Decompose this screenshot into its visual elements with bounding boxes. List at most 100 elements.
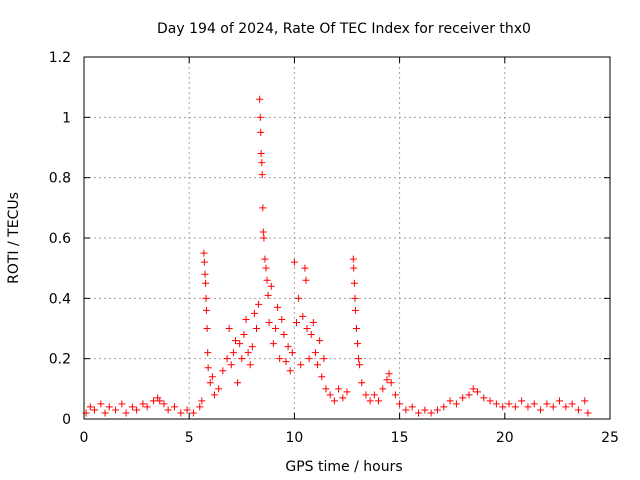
data-point xyxy=(511,403,519,411)
data-point xyxy=(330,397,338,405)
data-point xyxy=(383,376,391,384)
data-point xyxy=(274,303,282,311)
data-point xyxy=(112,406,120,414)
data-point xyxy=(183,406,191,414)
data-point xyxy=(170,403,178,411)
data-point xyxy=(105,403,113,411)
data-points xyxy=(82,95,592,417)
data-point xyxy=(164,406,172,414)
data-point xyxy=(391,391,399,399)
data-point xyxy=(203,325,211,332)
data-point xyxy=(335,385,343,393)
data-point xyxy=(293,318,301,326)
data-point xyxy=(556,397,564,405)
data-point xyxy=(259,228,267,236)
data-point xyxy=(459,394,467,402)
data-point xyxy=(200,249,208,257)
data-point xyxy=(543,400,551,408)
data-point xyxy=(524,403,532,411)
data-point xyxy=(227,361,235,369)
data-point xyxy=(264,291,272,299)
data-point xyxy=(258,171,266,179)
data-point xyxy=(351,306,359,314)
data-point xyxy=(258,159,266,167)
data-point xyxy=(240,331,248,339)
x-tick-label: 15 xyxy=(391,430,409,446)
data-point xyxy=(244,349,252,357)
data-point xyxy=(265,318,273,326)
data-point xyxy=(362,391,370,399)
data-point xyxy=(318,373,326,381)
data-point xyxy=(282,358,290,366)
data-point xyxy=(225,325,233,332)
data-point xyxy=(350,279,358,287)
data-point xyxy=(271,325,279,332)
data-point xyxy=(257,150,265,158)
data-point xyxy=(234,379,242,387)
data-point xyxy=(278,315,286,323)
data-point xyxy=(290,258,298,266)
data-point xyxy=(375,397,383,405)
data-point xyxy=(259,204,267,212)
data-point xyxy=(256,113,264,121)
data-point xyxy=(189,409,197,417)
data-point xyxy=(309,318,317,326)
data-point xyxy=(219,367,227,375)
data-point xyxy=(408,403,416,411)
data-point xyxy=(505,400,513,408)
data-point xyxy=(343,388,351,396)
data-point xyxy=(303,325,311,332)
data-point xyxy=(263,276,271,284)
data-point xyxy=(574,406,582,414)
data-point xyxy=(204,364,212,372)
x-tick-label: 0 xyxy=(80,430,89,446)
data-point xyxy=(149,397,157,405)
data-point xyxy=(177,409,185,417)
data-point xyxy=(246,361,254,369)
data-point xyxy=(133,406,141,414)
data-point xyxy=(202,306,210,314)
data-point xyxy=(402,406,410,414)
data-point xyxy=(256,95,264,103)
data-point xyxy=(223,355,231,363)
data-point xyxy=(354,340,362,348)
data-point xyxy=(440,403,448,411)
data-point xyxy=(86,403,94,411)
data-point xyxy=(297,361,305,369)
data-point xyxy=(255,300,263,308)
data-point xyxy=(250,309,258,317)
data-point xyxy=(198,397,206,405)
data-point xyxy=(210,391,218,399)
data-point xyxy=(305,355,313,363)
data-point xyxy=(202,279,210,287)
data-point xyxy=(518,397,526,405)
data-point xyxy=(208,373,216,381)
data-point xyxy=(299,312,307,320)
data-point xyxy=(469,385,477,393)
data-point xyxy=(236,340,244,348)
y-tick-label: 0 xyxy=(62,412,71,428)
y-axis-label: ROTI / TECUs xyxy=(6,192,22,284)
data-point xyxy=(204,349,212,357)
data-point xyxy=(568,400,576,408)
data-point xyxy=(280,331,288,339)
data-point xyxy=(196,403,204,411)
data-point xyxy=(286,367,294,375)
data-point xyxy=(122,409,130,417)
data-point xyxy=(206,379,214,387)
y-tick-label: 0.8 xyxy=(49,171,71,187)
data-point xyxy=(350,264,358,272)
data-point xyxy=(366,397,374,405)
data-point xyxy=(248,343,256,351)
data-point xyxy=(370,391,378,399)
data-point xyxy=(339,394,347,402)
data-point xyxy=(267,282,275,290)
data-point xyxy=(202,294,210,302)
data-point xyxy=(465,391,473,399)
grid-lines xyxy=(84,57,610,419)
y-tick-label: 0.2 xyxy=(49,352,71,368)
data-point xyxy=(118,400,126,408)
x-tick-label: 25 xyxy=(601,430,619,446)
data-point xyxy=(358,379,366,387)
